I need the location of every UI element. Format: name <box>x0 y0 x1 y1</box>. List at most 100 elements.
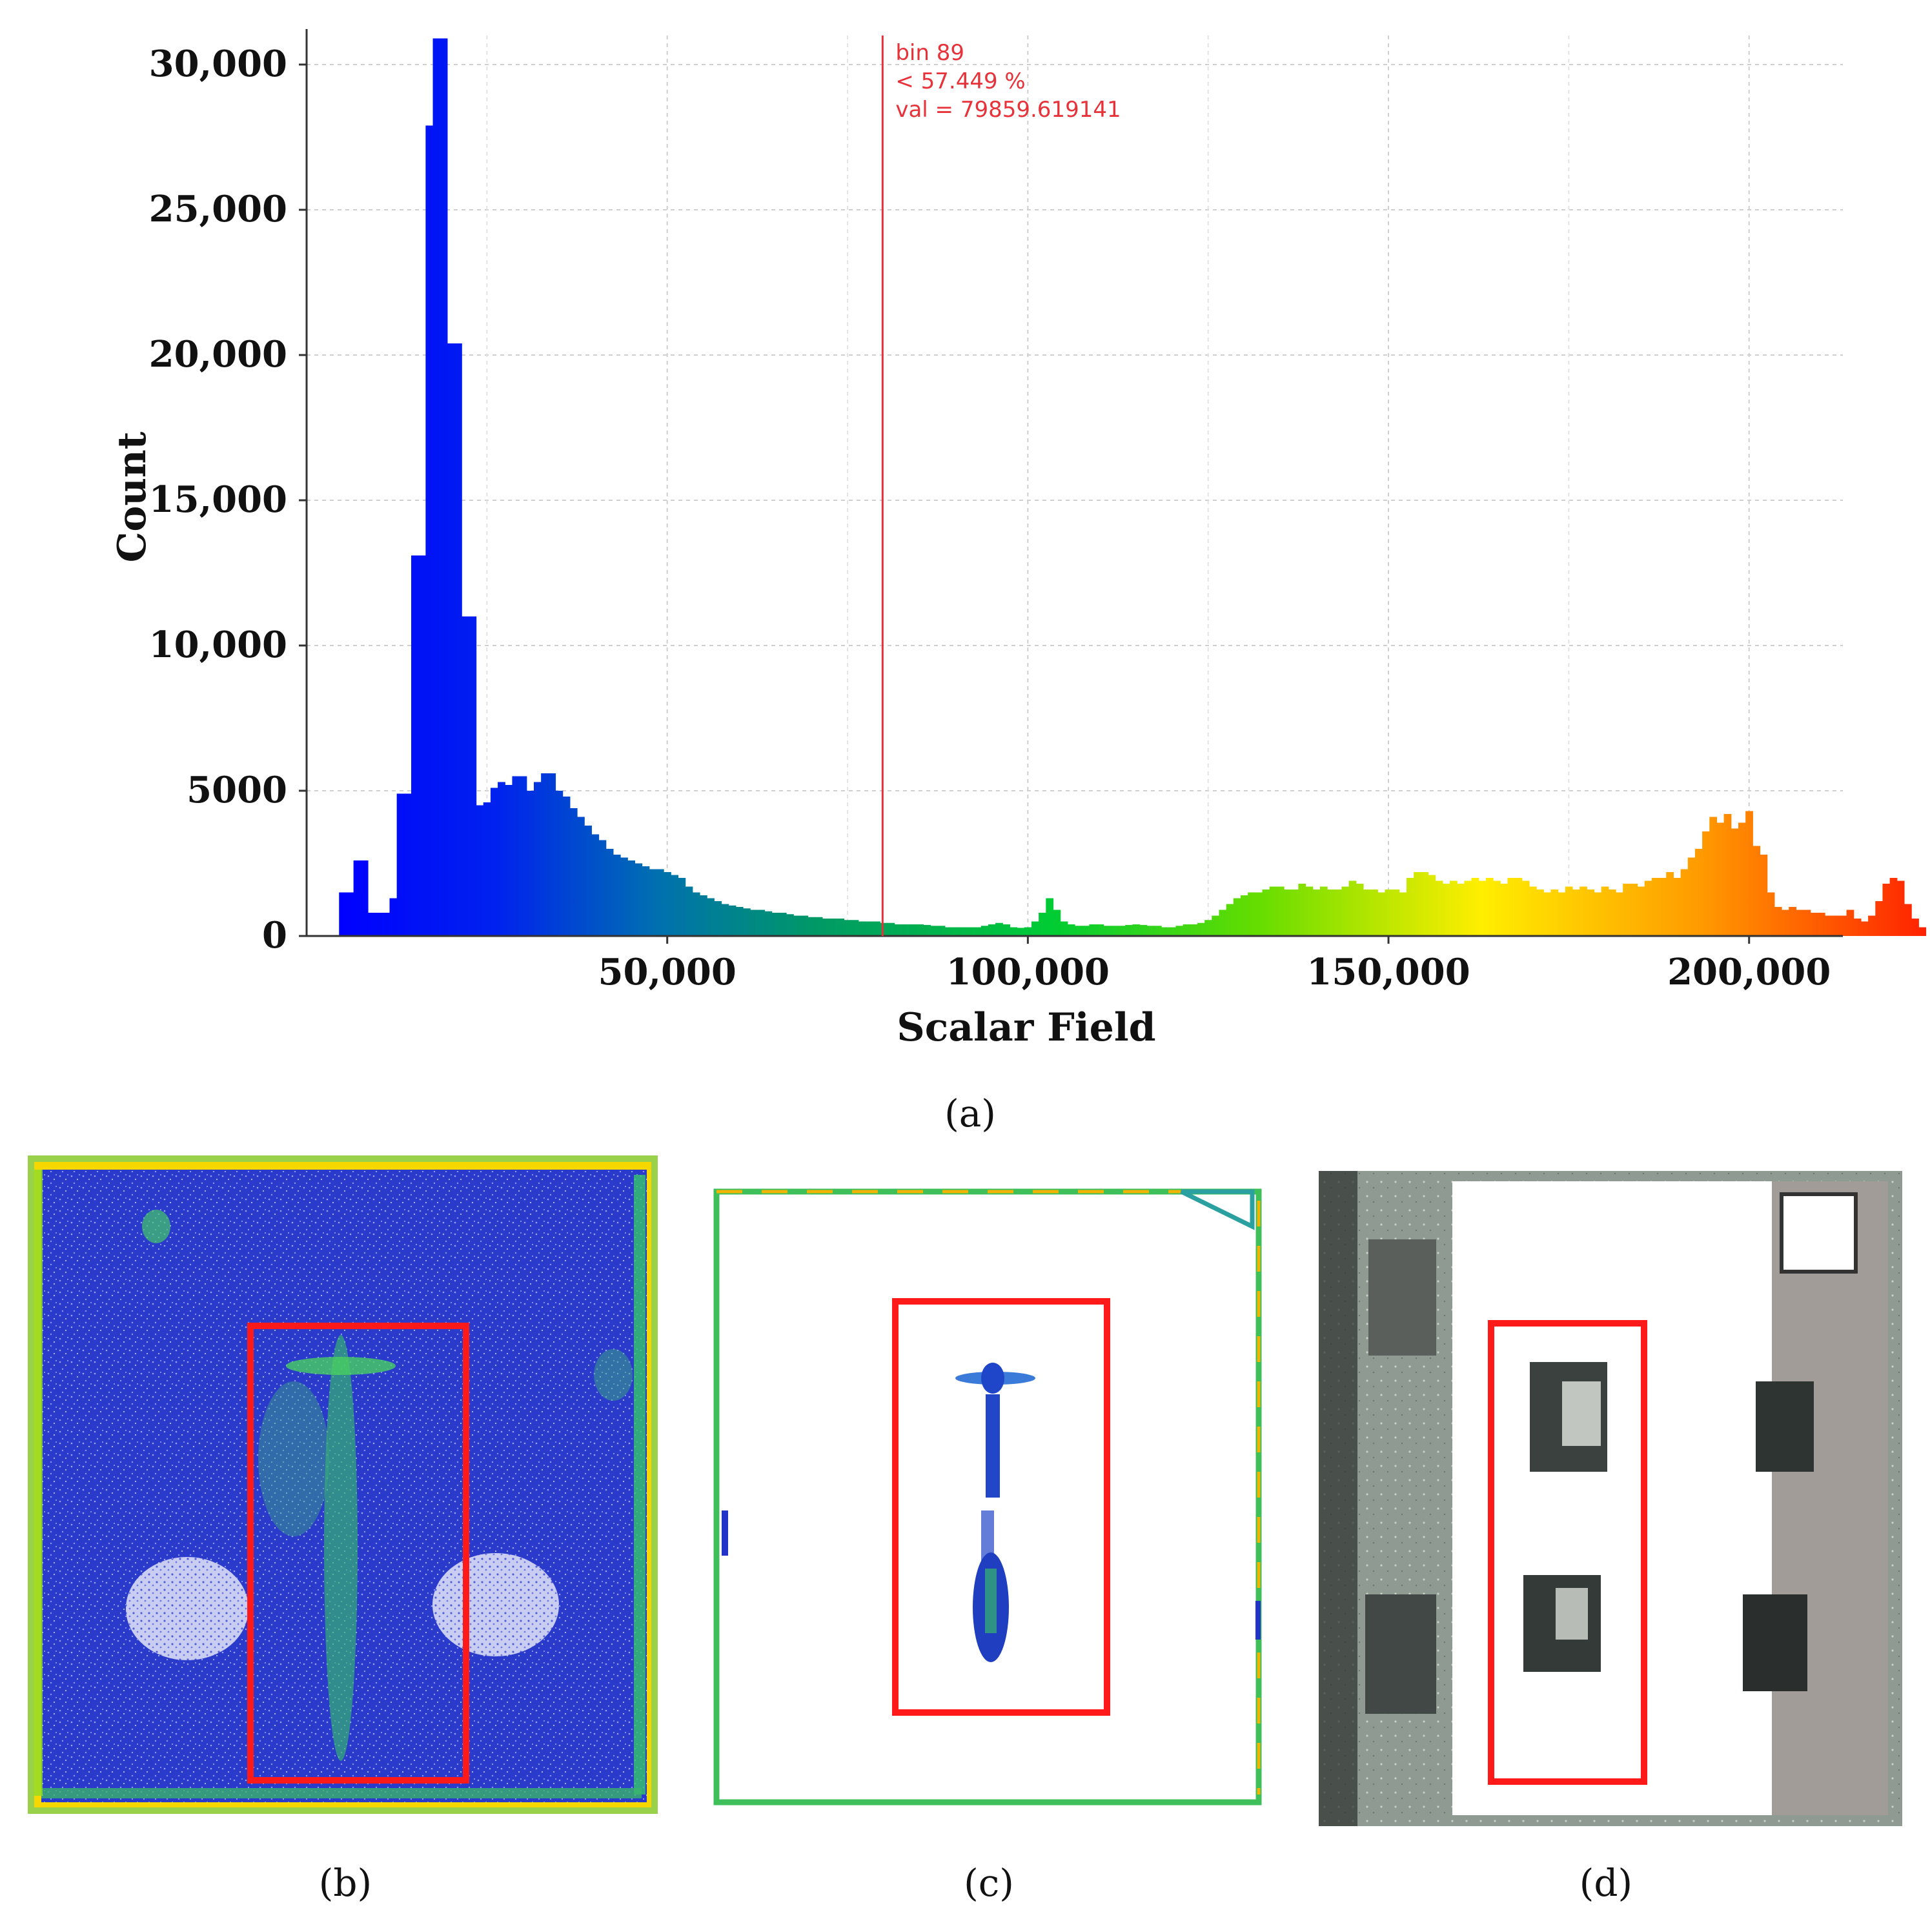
histogram-bar <box>367 913 376 936</box>
histogram-bar <box>396 793 405 936</box>
histogram-bar <box>1911 919 1919 936</box>
histogram-bar <box>418 555 426 936</box>
histogram-bar <box>505 785 513 936</box>
histogram-bar <box>541 773 549 936</box>
histogram-bar <box>1616 892 1623 936</box>
histogram-bar <box>1089 924 1097 936</box>
histogram-bar <box>1284 890 1292 936</box>
histogram-bar <box>909 924 917 936</box>
histogram-bar <box>692 892 700 936</box>
histogram-bar <box>1017 928 1025 936</box>
histogram-bar <box>555 791 564 936</box>
histogram-bar <box>1514 878 1523 936</box>
histogram-bar <box>1428 875 1436 936</box>
histogram-bar <box>1385 890 1393 936</box>
histogram-bar <box>1666 872 1674 936</box>
y-tick-label: 5000 <box>187 769 287 811</box>
panel-c-filtered-cloud: (c) <box>713 1188 1262 1905</box>
annotation-line: < 57.449 % <box>895 68 1025 94</box>
histogram-bar <box>800 915 809 936</box>
histogram-bar <box>858 921 866 936</box>
y-tick-label: 10,000 <box>149 624 287 666</box>
highlight-box-c <box>892 1298 1110 1716</box>
scan-d-object-5 <box>1756 1381 1814 1472</box>
histogram-bar <box>786 914 794 936</box>
histogram-bar <box>403 793 412 936</box>
cloud-b-green-crossbar <box>286 1357 396 1375</box>
histogram-bar <box>598 840 607 936</box>
histogram-bar <box>1082 926 1090 936</box>
histogram-bar <box>1875 901 1884 936</box>
scan-d-dark-tile-1 <box>1368 1239 1436 1356</box>
cloud-b-sparse-patch-right <box>432 1553 559 1656</box>
histogram-bar <box>937 926 946 936</box>
histogram-bar <box>1125 924 1133 936</box>
cloud-c-object-stem <box>986 1394 1000 1498</box>
histogram-bar <box>778 913 787 936</box>
cloud-c-blue-edge <box>722 1510 728 1556</box>
histogram-bar <box>1832 915 1840 936</box>
histogram-bar <box>865 921 873 936</box>
histogram-bar <box>1414 872 1421 936</box>
x-tick-label: 150,000 <box>1306 951 1470 993</box>
cloud-c-blue-edge-2 <box>1255 1601 1261 1640</box>
histogram-bar <box>1731 828 1739 936</box>
histogram-bar <box>1241 895 1248 936</box>
histogram-bar <box>837 919 845 936</box>
histogram-bar <box>1760 855 1768 936</box>
histogram-bar <box>1846 910 1854 936</box>
histogram-bar <box>462 616 469 936</box>
histogram-bar <box>1716 822 1725 936</box>
y-tick-label: 20,000 <box>149 333 287 376</box>
histogram-bar <box>1882 884 1891 936</box>
histogram-bar <box>1146 926 1155 936</box>
histogram-bar <box>880 922 888 936</box>
histogram-bar <box>1782 910 1789 936</box>
histogram-bar <box>1153 926 1162 936</box>
histogram-bar <box>808 917 816 936</box>
histogram-bar <box>1738 822 1746 936</box>
histogram-bar <box>440 38 448 936</box>
histogram-bar <box>873 921 880 936</box>
histogram-bar <box>1745 811 1753 936</box>
histogram-bar <box>1558 892 1566 936</box>
histogram-bar <box>995 922 1003 936</box>
histogram-bar <box>1839 915 1847 936</box>
histogram-bar <box>1601 886 1609 936</box>
scan-d-object-2 <box>1562 1381 1601 1446</box>
histogram-bar <box>1457 884 1465 936</box>
histogram-bar <box>901 924 909 936</box>
y-tick-labels: 0 5000 10,000 15,000 20,000 25,000 30,000 <box>149 43 307 957</box>
histogram-bar <box>685 886 693 936</box>
grid-lines <box>307 36 1843 936</box>
histogram-bar <box>1860 921 1869 936</box>
histogram-bar <box>1291 890 1299 936</box>
histogram-bar <box>1529 886 1537 936</box>
histogram-bar <box>1039 913 1046 936</box>
histogram-bar <box>562 797 571 936</box>
histogram-bar <box>1536 890 1544 936</box>
annotation-line: bin 89 <box>895 40 964 66</box>
histogram-bar <box>1485 878 1494 936</box>
histogram-bar <box>425 125 434 936</box>
histogram-bar <box>1702 831 1710 936</box>
histogram-bar <box>548 773 556 936</box>
histogram-bar <box>1010 927 1018 936</box>
histogram-bar <box>822 919 830 936</box>
y-tick-label: 25,000 <box>149 188 287 230</box>
histogram-bar <box>1118 926 1126 936</box>
histogram-bar <box>1255 892 1263 936</box>
histogram-bar <box>1673 878 1681 936</box>
histogram-bar <box>1002 924 1011 936</box>
scan-d-object-6 <box>1743 1594 1807 1691</box>
histogram-bar <box>1796 910 1804 936</box>
histogram-bar <box>411 555 419 936</box>
scan-d-right-area <box>1772 1181 1888 1815</box>
histogram-bar <box>1132 924 1141 936</box>
histogram-bar <box>1904 904 1912 936</box>
histogram-bar <box>1594 892 1602 936</box>
histogram-bar <box>1623 884 1630 936</box>
histogram-bar <box>980 926 989 936</box>
scan-d-object-4 <box>1556 1588 1588 1640</box>
histogram-bar <box>1723 814 1732 936</box>
